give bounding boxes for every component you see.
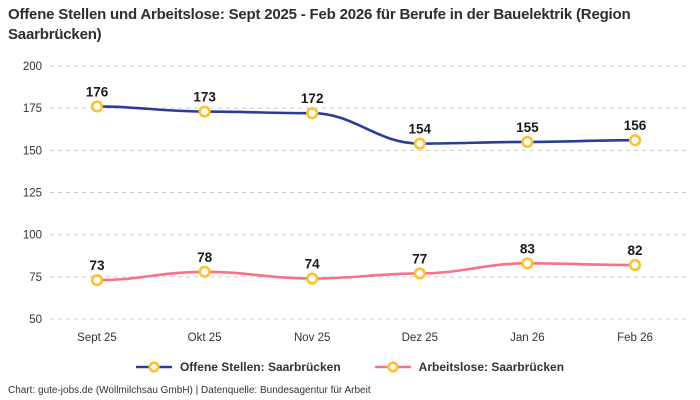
chart-legend: Offene Stellen: Saarbrücken Arbeitslose:… <box>0 360 700 374</box>
data-point-marker-offene-stellen[interactable] <box>413 137 426 150</box>
x-tick-label: Feb 26 <box>617 332 653 344</box>
legend-label-arbeitslose: Arbeitslose: Saarbrücken <box>418 360 565 374</box>
data-point-marker-arbeitslose[interactable] <box>90 274 104 287</box>
data-point-label-arbeitslose: 73 <box>89 258 105 273</box>
data-point-label-arbeitslose: 83 <box>520 241 536 256</box>
data-point-label-arbeitslose: 78 <box>197 250 213 265</box>
data-point-marker-offene-stellen[interactable] <box>198 105 211 118</box>
data-point-marker-arbeitslose[interactable] <box>521 257 534 270</box>
y-tick-label: 100 <box>23 230 42 242</box>
data-point-label-arbeitslose: 77 <box>412 251 427 266</box>
chart-attribution: Chart: gute-jobs.de (Wollmilchsau GmbH) … <box>8 385 371 396</box>
x-tick-label: Okt 25 <box>188 332 222 344</box>
y-tick-label: 200 <box>23 61 42 73</box>
y-tick-label: 175 <box>23 103 42 115</box>
data-point-marker-arbeitslose[interactable] <box>198 265 211 278</box>
line-arbeitslose <box>95 262 637 282</box>
data-point-label-offene-stellen: 154 <box>409 122 432 137</box>
data-point-marker-offene-stellen[interactable] <box>90 100 104 113</box>
line-offene-stellen <box>95 105 637 145</box>
y-tick-label: 150 <box>23 145 42 157</box>
x-tick-label: Sept 25 <box>77 332 117 344</box>
line-chart: 200 175 150 125 100 75 50 Sept 25 Okt 25 Nov 25 De… <box>23 61 690 344</box>
data-point-label-arbeitslose: 74 <box>305 257 321 272</box>
data-point-marker-arbeitslose[interactable] <box>628 258 642 272</box>
x-tick-label: Dez 25 <box>402 332 438 344</box>
data-point-label-offene-stellen: 156 <box>624 118 647 133</box>
legend-marker-arbeitslose <box>387 361 399 373</box>
data-point-marker-offene-stellen[interactable] <box>628 134 642 147</box>
data-point-marker-arbeitslose[interactable] <box>306 272 319 285</box>
legend-item-arbeitslose[interactable]: Arbeitslose: Saarbrücken <box>374 360 565 374</box>
data-point-label-offene-stellen: 172 <box>301 91 324 106</box>
data-point-marker-offene-stellen[interactable] <box>521 135 534 148</box>
chart-title: Offene Stellen und Arbeitslose: Sept 202… <box>8 6 631 43</box>
data-point-label-offene-stellen: 173 <box>193 90 216 105</box>
data-point-marker-offene-stellen[interactable] <box>306 107 319 120</box>
x-tick-label: Nov 25 <box>294 332 330 344</box>
legend-label-offene-stellen: Offene Stellen: Saarbrücken <box>179 360 341 374</box>
legend-marker-offene-stellen <box>148 361 160 373</box>
legend-swatch-arbeitslose <box>374 361 411 373</box>
y-tick-label: 125 <box>23 188 42 200</box>
legend-swatch-offene-stellen <box>135 361 172 373</box>
y-tick-label: 50 <box>29 314 42 326</box>
data-point-label-offene-stellen: 155 <box>516 120 539 135</box>
data-point-label-arbeitslose: 82 <box>627 243 642 258</box>
data-point-marker-arbeitslose[interactable] <box>413 267 426 280</box>
legend-item-offene-stellen[interactable]: Offene Stellen: Saarbrücken <box>135 360 341 374</box>
data-point-label-offene-stellen: 176 <box>86 84 109 99</box>
y-tick-label: 75 <box>29 272 42 284</box>
x-tick-label: Jan 26 <box>510 332 545 344</box>
